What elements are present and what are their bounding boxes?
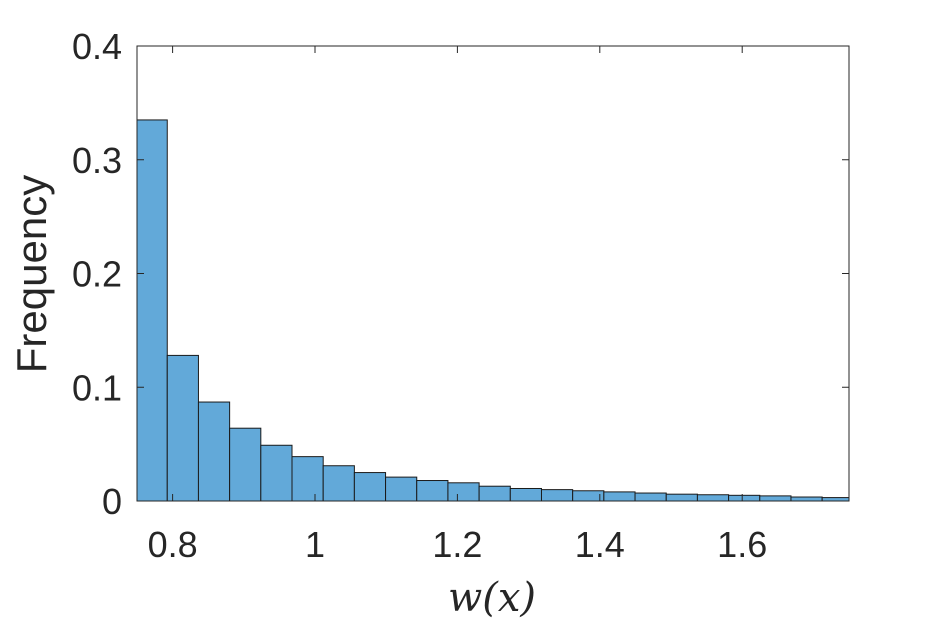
histogram-bar (416, 480, 449, 502)
bars-group (136, 119, 850, 502)
histogram-bar (260, 444, 293, 502)
histogram-bar (665, 493, 698, 502)
y-axis-label: Frequency (8, 175, 55, 373)
histogram-bar (353, 472, 387, 502)
histogram-bar (696, 494, 730, 502)
x-tick-label: 1.6 (717, 524, 767, 565)
y-tick-label: 0.2 (72, 254, 122, 295)
histogram-bar (385, 476, 418, 502)
histogram-bar (540, 489, 574, 502)
histogram-bar (322, 465, 355, 502)
x-tick-label: 1.2 (432, 524, 482, 565)
histogram-bar (136, 119, 168, 502)
histogram-bar (759, 495, 792, 502)
y-tick-label: 0 (102, 481, 122, 522)
y-tick-label: 0.1 (72, 367, 122, 408)
x-tick-label: 1.4 (575, 524, 625, 565)
histogram-bar (509, 487, 542, 502)
histogram-bar (572, 490, 605, 502)
y-tick-label: 0.4 (72, 26, 122, 67)
histogram-bar (447, 482, 480, 502)
histogram-bar (790, 496, 823, 502)
histogram-bar (821, 497, 850, 502)
histogram-bar (478, 485, 511, 502)
y-axis: 0 0.1 0.2 0.3 0.4 (72, 26, 849, 522)
x-tick-label: 1 (305, 524, 325, 565)
histogram-bar (603, 491, 636, 502)
histogram-bar (197, 401, 231, 502)
y-tick-label: 0.3 (72, 140, 122, 181)
histogram-bar (728, 494, 761, 502)
histogram-bar (229, 427, 262, 502)
x-tick-label: 0.8 (148, 524, 198, 565)
histogram-bar (166, 354, 199, 502)
x-axis: 0.8 1 1.2 1.4 1.6 (148, 46, 767, 565)
x-axis-label: w(x) (448, 575, 536, 621)
histogram-bar (291, 456, 324, 502)
histogram-bar (634, 492, 667, 502)
